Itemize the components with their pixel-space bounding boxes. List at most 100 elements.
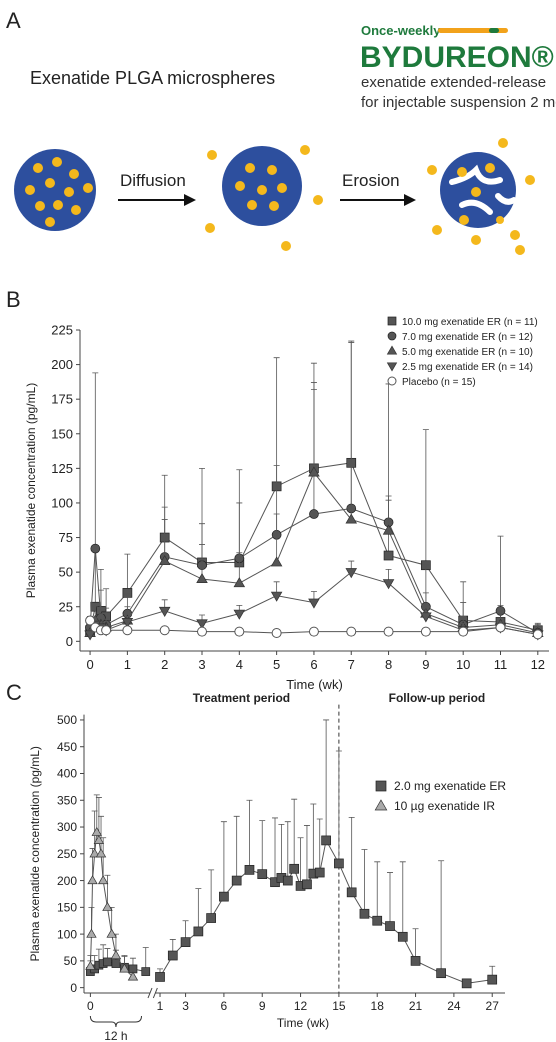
marker [495, 622, 506, 633]
marker [90, 543, 101, 554]
marker [420, 626, 431, 637]
marker [95, 848, 107, 858]
marker [89, 848, 100, 858]
error-bar [335, 750, 342, 864]
brand-name: BYDUREON® [360, 41, 554, 74]
error-bar [208, 869, 215, 919]
x-tick-label: 1 [157, 999, 164, 1013]
y-tick-label: 200 [57, 874, 77, 888]
legend-marker [386, 345, 398, 355]
marker [233, 577, 246, 588]
y-tick-label: 100 [57, 927, 77, 941]
y-tick-label: 225 [51, 323, 73, 338]
error-bar [438, 860, 445, 974]
diagram-title: Exenatide PLGA microspheres [30, 68, 275, 88]
marker [345, 513, 358, 524]
marker [308, 626, 319, 637]
error-bar [259, 820, 266, 875]
brand-line: for injectable suspension 2 mg [361, 94, 556, 111]
x-tick-label: 18 [371, 999, 385, 1013]
axis-break [147, 987, 158, 999]
error-bar [310, 389, 317, 473]
x-tick-label: 0 [87, 999, 94, 1013]
marker [159, 625, 170, 636]
marker [346, 887, 357, 898]
x-tick-label: 8 [385, 657, 392, 672]
marker [84, 630, 96, 641]
x-tick-label: 21 [409, 999, 423, 1013]
y-tick-label: 25 [59, 599, 73, 614]
marker [458, 626, 469, 637]
error-bar [92, 372, 99, 549]
marker [233, 609, 246, 620]
y-tick-label: 100 [51, 496, 73, 511]
microsphere [205, 145, 323, 251]
y-tick-label: 200 [51, 357, 73, 372]
marker [345, 568, 358, 579]
y-tick-label: 500 [57, 713, 77, 727]
marker [397, 931, 408, 942]
error-bar [348, 816, 355, 893]
marker [122, 625, 133, 636]
x-tick-label: 1 [124, 657, 131, 672]
marker [86, 928, 97, 938]
x-tick-label: 11 [494, 657, 508, 672]
y-axis-label: Plasma exenatide concentration (pg/mL) [24, 383, 38, 598]
error-bar [93, 794, 100, 833]
marker [193, 926, 204, 937]
marker [93, 834, 105, 844]
legend-marker [375, 780, 387, 792]
legend-label: Placebo (n = 15) [402, 377, 476, 388]
marker [234, 626, 245, 637]
error-bar [303, 825, 310, 885]
x-tick-label: 6 [221, 999, 228, 1013]
marker [382, 579, 395, 590]
error-bar [273, 513, 280, 563]
x-tick-label: 4 [236, 657, 243, 672]
y-tick-label: 350 [57, 793, 77, 807]
marker [532, 629, 543, 640]
marker [410, 956, 421, 966]
marker [314, 867, 325, 878]
marker [106, 928, 117, 938]
error-bar [236, 502, 243, 559]
marker [436, 968, 446, 979]
marker [383, 626, 394, 637]
marker [167, 950, 178, 961]
error-bar [233, 815, 240, 881]
microsphere-eroded [427, 138, 535, 255]
error-bar [273, 357, 280, 487]
x-tick-label: 9 [259, 999, 266, 1013]
y-tick-label: 0 [66, 634, 73, 649]
legend-marker [387, 376, 397, 386]
marker [270, 591, 283, 602]
y-tick-label: 150 [51, 426, 73, 441]
brand-tagline: Once-weekly [361, 23, 441, 38]
marker [372, 915, 383, 926]
legend-marker [374, 799, 388, 811]
error-bar [124, 553, 131, 593]
marker [206, 913, 216, 923]
marker [87, 875, 98, 885]
x-axis-label: Time (wk) [277, 1016, 329, 1030]
y-tick-label: 75 [59, 530, 73, 545]
legend-label: 2.5 mg exenatide ER (n = 14) [402, 362, 533, 373]
x-tick-label: 3 [182, 999, 189, 1013]
marker [271, 628, 282, 639]
period-label: Follow-up period [389, 691, 486, 705]
legend-label: 10 µg exenatide IR [394, 799, 495, 813]
x-tick-label: 9 [422, 657, 429, 672]
x-tick-label: 24 [447, 999, 461, 1013]
marker [321, 835, 331, 846]
error-bar [323, 719, 330, 841]
y-tick-label: 300 [57, 820, 77, 834]
error-bar [310, 803, 317, 874]
x-tick-label: 12 [294, 999, 308, 1013]
x-tick-label: 12 [531, 657, 545, 672]
legend-label: 7.0 mg exenatide ER (n = 12) [402, 332, 533, 343]
y-tick-label: 50 [59, 565, 73, 580]
error-bar [161, 519, 168, 562]
error-bar [278, 823, 285, 878]
marker [461, 978, 472, 989]
period-label: Treatment period [193, 691, 290, 705]
